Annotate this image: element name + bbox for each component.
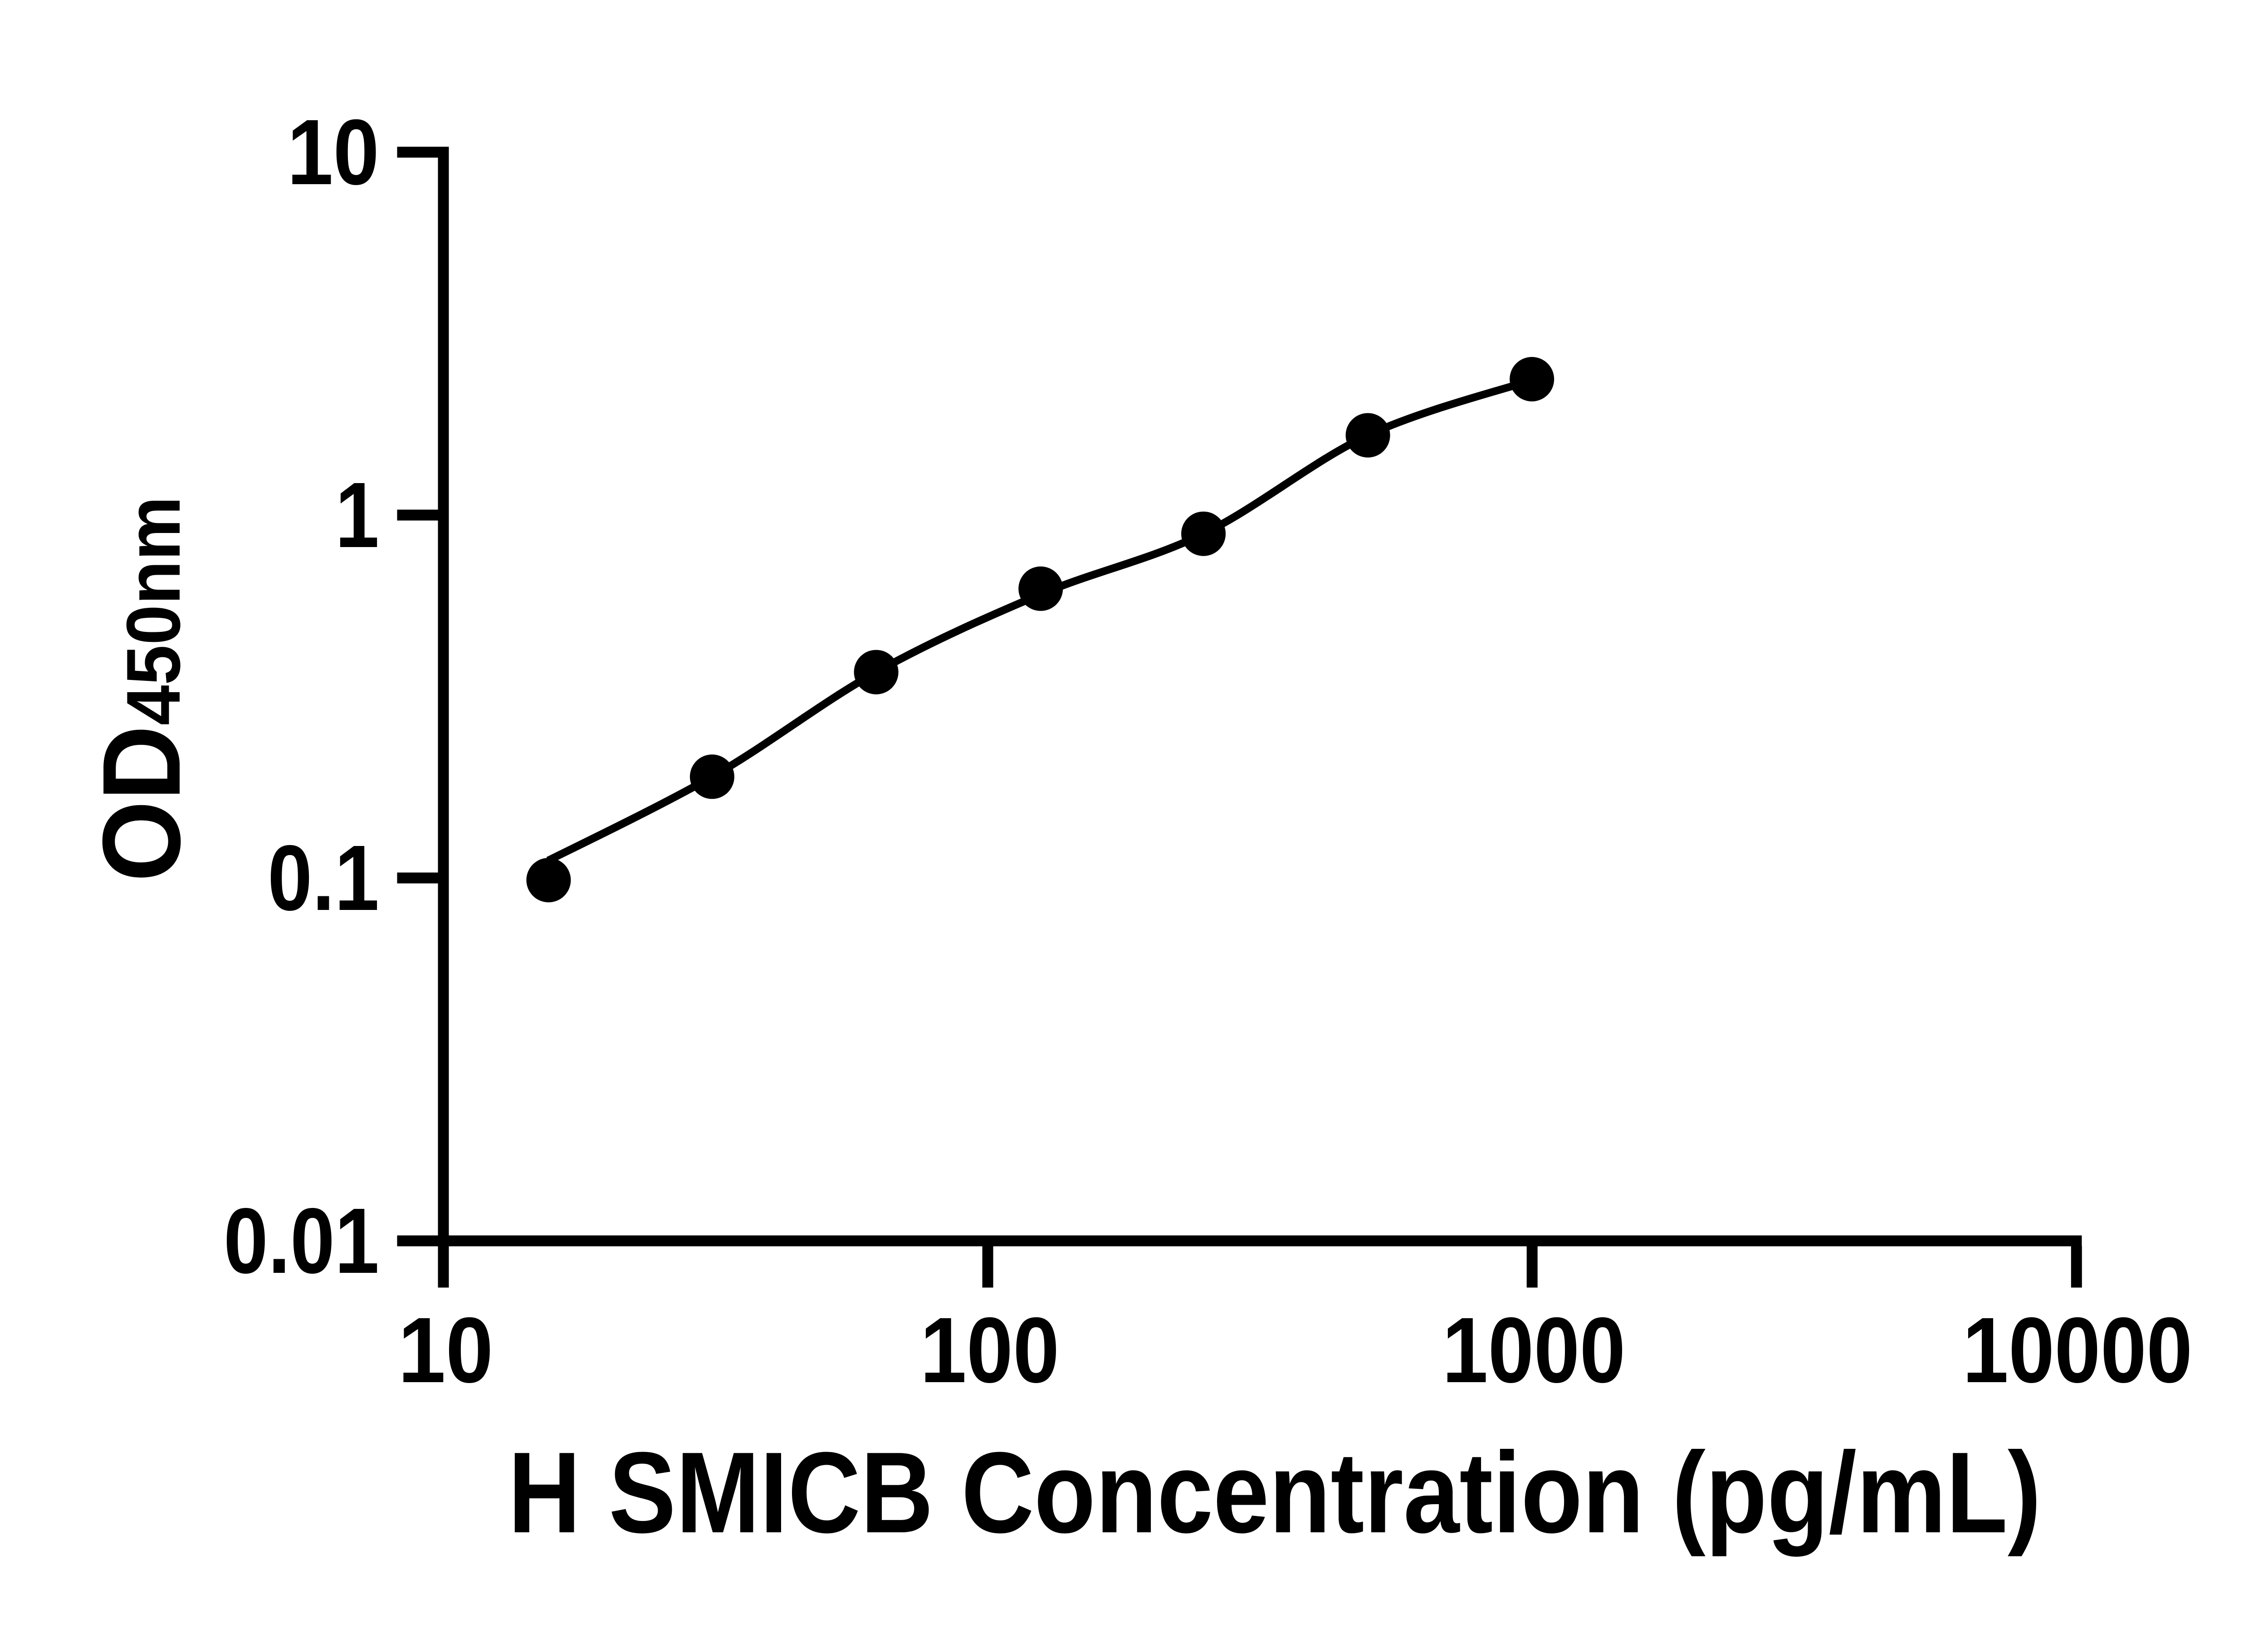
svg-text:10: 10	[287, 100, 379, 204]
svg-text:1000: 1000	[1442, 1298, 1626, 1402]
svg-text:0.01: 0.01	[224, 1189, 379, 1293]
svg-text:450nm: 450nm	[111, 496, 196, 725]
svg-text:10: 10	[398, 1298, 494, 1402]
svg-text:H SMICB Concentration (pg/mL): H SMICB Concentration (pg/mL)	[508, 1428, 2041, 1557]
svg-text:10000: 10000	[1963, 1298, 2193, 1402]
svg-text:100: 100	[920, 1298, 1060, 1402]
svg-text:0.1: 0.1	[268, 826, 379, 930]
svg-text:1: 1	[335, 463, 379, 567]
svg-text:OD: OD	[79, 725, 203, 882]
